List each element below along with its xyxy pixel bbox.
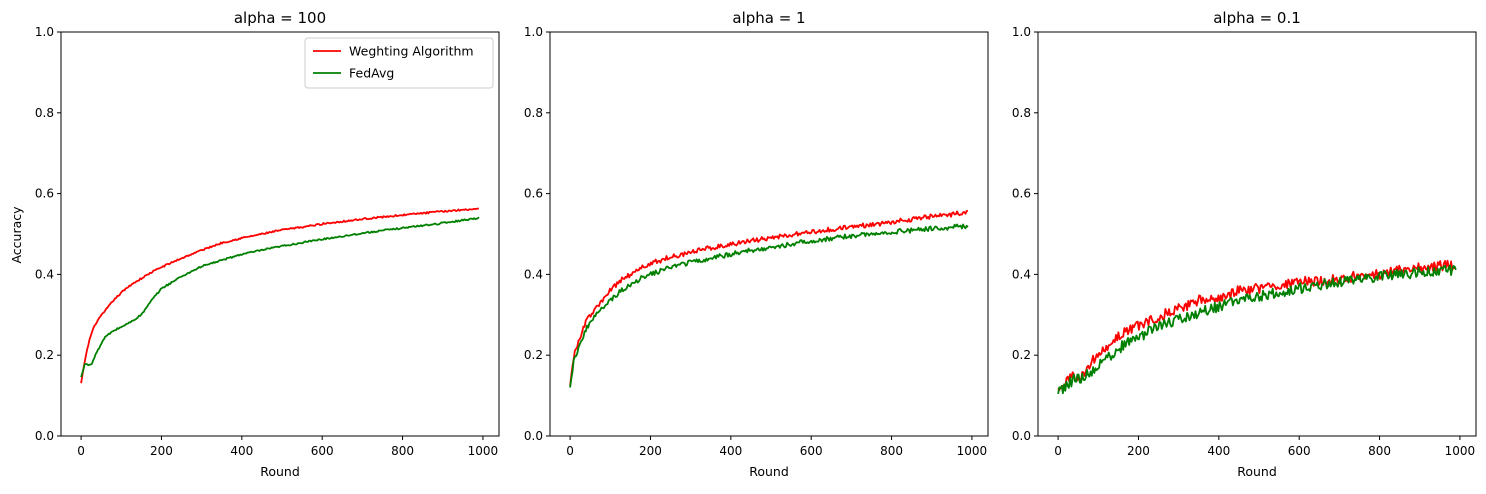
legend-entry: Weghting Algorithm	[349, 44, 474, 59]
y-tick-label: 0.2	[1012, 348, 1031, 362]
y-tick-label: 0.2	[524, 348, 543, 362]
chart-panel-2: alpha = 1 0 200 400 600 800 1000 0.0 0.2 0.4 0.6 0.…	[524, 9, 989, 479]
x-axis-label: Round	[260, 464, 300, 479]
plot-frame	[549, 31, 989, 437]
x-tick-label: 400	[230, 444, 253, 458]
y-tick-label: 0.8	[35, 106, 54, 120]
x-tick-label: 0	[1054, 444, 1062, 458]
x-tick-label: 800	[880, 444, 903, 458]
chart-title: alpha = 0.1	[1213, 9, 1301, 27]
y-tick-label: 0.6	[1012, 187, 1031, 201]
x-tick-label: 200	[1127, 444, 1150, 458]
y-tick-label: 0.6	[524, 187, 543, 201]
x-tick-label: 400	[1207, 444, 1230, 458]
x-axis-label: Round	[1237, 464, 1277, 479]
series-line-weghting-algorithm	[569, 209, 969, 386]
y-tick-label: 0.0	[1012, 429, 1031, 443]
legend: Weghting Algorithm FedAvg	[304, 37, 494, 89]
x-tick-label: 0	[566, 444, 574, 458]
x-axis-label: Round	[749, 464, 789, 479]
y-tick-label: 0.8	[1012, 106, 1031, 120]
x-tick-label: 600	[1288, 444, 1311, 458]
y-tick-label: 0.6	[35, 187, 54, 201]
x-tick-label: 200	[150, 444, 173, 458]
chart-panel-1: alpha = 100 0 200 400 600 800 1000 0.0 0.2 0.4 0.6…	[35, 9, 500, 479]
y-tick-label: 0.0	[524, 429, 543, 443]
series-line-fedavg	[1057, 264, 1457, 395]
plot-frame	[60, 31, 500, 437]
legend-entry: FedAvg	[349, 66, 394, 81]
y-tick-label: 1.0	[1012, 25, 1031, 39]
x-tick-label: 600	[800, 444, 823, 458]
x-tick-label: 1000	[468, 444, 499, 458]
x-tick-label: 800	[391, 444, 414, 458]
x-tick-label: 600	[311, 444, 334, 458]
plot-frame	[1037, 31, 1477, 437]
chart-title: alpha = 100	[234, 9, 326, 27]
x-tick-label: 200	[639, 444, 662, 458]
chart-panel-3: alpha = 0.1 0 200 400 600 800 1000 0.0 0.2 0.4 0.6…	[1012, 9, 1477, 479]
x-tick-label: 0	[77, 444, 85, 458]
y-axis-label: Accuracy	[9, 206, 24, 264]
x-tick-label: 1000	[1445, 444, 1476, 458]
series-line-weghting-algorithm	[80, 207, 479, 384]
x-tick-label: 800	[1368, 444, 1391, 458]
y-tick-label: 0.4	[524, 267, 543, 281]
chart-title: alpha = 1	[732, 9, 805, 27]
y-tick-label: 1.0	[35, 25, 54, 39]
y-tick-label: 0.2	[35, 348, 54, 362]
y-tick-label: 0.4	[1012, 267, 1031, 281]
y-tick-label: 0.4	[35, 267, 54, 281]
series-line-fedavg	[569, 223, 969, 388]
y-tick-label: 1.0	[524, 25, 543, 39]
y-tick-label: 0.0	[35, 429, 54, 443]
x-tick-label: 400	[719, 444, 742, 458]
legend-box	[304, 37, 494, 89]
x-tick-label: 1000	[957, 444, 988, 458]
series-line-fedavg	[80, 216, 480, 378]
y-tick-label: 0.8	[524, 106, 543, 120]
